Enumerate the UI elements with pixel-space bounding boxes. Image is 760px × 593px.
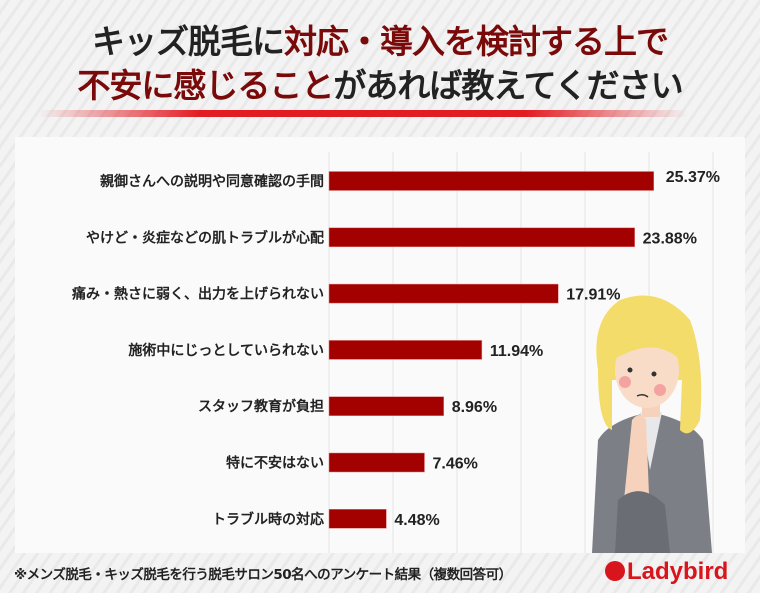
person-illustration: [592, 295, 712, 553]
bar: [328, 509, 387, 529]
category-label: トラブル時の対応: [212, 511, 324, 528]
value-label: 4.48%: [394, 512, 439, 529]
value-label: 8.96%: [452, 399, 497, 416]
category-label: 親御さんへの説明や同意確認の手間: [100, 173, 324, 190]
category-label: 特に不安はない: [226, 455, 324, 472]
value-label: 25.37%: [666, 169, 720, 186]
value-label: 7.46%: [432, 456, 477, 473]
category-label: 痛み・熱さに弱く、出力を上げられない: [71, 286, 324, 303]
bar: [328, 452, 425, 473]
bar: [328, 171, 654, 191]
bar: [328, 340, 483, 360]
category-label: 施術中にじっとしていられない: [128, 342, 324, 359]
title-text-highlight: 不安に感じること: [77, 66, 334, 105]
chart-title: キッズ脱毛に対応・導入を検討する上で 不安に感じることがあれば教えてください: [0, 20, 760, 108]
title-text: キッズ脱毛に: [92, 22, 285, 61]
bar: [328, 283, 559, 304]
title-underline: [38, 110, 688, 117]
title-text: があれば教えてください: [333, 66, 683, 105]
title-text-highlight: 対応・導入を検討する上で: [284, 22, 669, 61]
bar: [328, 396, 444, 416]
category-label: スタッフ教育が負担: [198, 398, 324, 415]
bar: [328, 227, 635, 248]
value-label: 23.88%: [643, 230, 697, 247]
value-label: 11.94%: [490, 343, 543, 360]
footnote: ※メンズ脱毛・キッズ脱毛を行う脱毛サロン50名へのアンケート結果（複数回答可）: [14, 567, 512, 583]
category-label: やけど・炎症などの肌トラブルが心配: [86, 229, 324, 246]
logo-text: Ladybird: [627, 558, 729, 585]
ladybird-logo: Ladybird: [605, 558, 728, 586]
value-label: 17.91%: [566, 287, 620, 304]
ladybug-icon: [605, 561, 625, 581]
